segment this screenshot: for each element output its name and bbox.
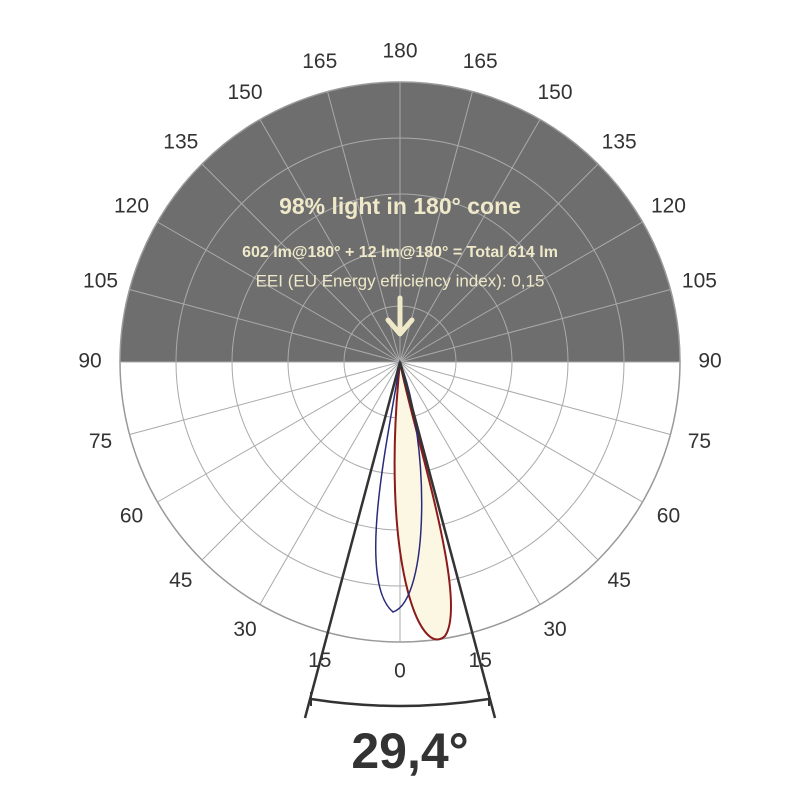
- angle-label: 135: [602, 130, 637, 153]
- angle-label: 75: [688, 430, 711, 453]
- beam-edge-left: [303, 361, 402, 719]
- beam-arc: [310, 697, 490, 708]
- angle-label: 30: [233, 618, 256, 641]
- grid-spoke: [399, 91, 473, 363]
- c0-curve: [393, 361, 453, 641]
- eei: EEI (EU Energy efficiency index): 0,15: [256, 271, 545, 290]
- angle-label: 165: [302, 50, 337, 73]
- grid-spoke: [201, 361, 401, 561]
- angle-label: 15: [469, 649, 492, 672]
- grid-spoke: [129, 361, 401, 435]
- arrow: [385, 295, 415, 337]
- beam-angle: 29,4°: [351, 723, 468, 779]
- angle-label: 105: [83, 269, 118, 292]
- angle-label: 15: [308, 649, 331, 672]
- angle-label: 90: [698, 350, 721, 373]
- grid-spoke: [157, 221, 401, 363]
- grid-spoke: [399, 289, 671, 363]
- angle-label: 45: [608, 569, 631, 592]
- angle-label: 30: [543, 618, 566, 641]
- light-fill: [394, 362, 452, 640]
- summary: 602 lm@180° + 12 lm@180° = Total 614 lm: [242, 244, 558, 261]
- angle-label: 105: [682, 269, 717, 292]
- grid-spoke: [399, 163, 599, 363]
- beam-edge-right: [398, 361, 497, 719]
- angle-label: 60: [657, 505, 680, 528]
- grid-spoke: [129, 289, 401, 363]
- angle-label: 165: [463, 50, 498, 73]
- angle-label: 60: [120, 505, 143, 528]
- headline: 98% light in 180° cone: [279, 193, 521, 219]
- angle-label: 150: [227, 81, 262, 104]
- angle-label: 45: [169, 569, 192, 592]
- c90-curve: [374, 359, 423, 613]
- angle-label: 0: [394, 660, 406, 683]
- angle-label: 120: [114, 195, 149, 218]
- grid-spoke: [399, 361, 541, 605]
- grid-spoke: [399, 361, 599, 561]
- angle-label: 90: [78, 350, 101, 373]
- angle-label: 75: [89, 430, 112, 453]
- grid-spoke: [399, 361, 643, 503]
- angle-label: 180: [382, 40, 417, 63]
- angle-label: 150: [537, 81, 572, 104]
- grid-spoke: [399, 221, 643, 363]
- grid-spoke: [157, 361, 401, 503]
- grid-spoke: [201, 163, 401, 363]
- grid: [120, 82, 680, 642]
- grid-spoke: [399, 119, 541, 363]
- grid-spoke: [399, 361, 671, 435]
- angle-label: 135: [163, 130, 198, 153]
- angle-labels: 0 15 15 30 30 45 45 60 60 75 75 90 90 105 105 120 120 135…: [78, 40, 721, 683]
- angle-label: 120: [651, 195, 686, 218]
- grid-spoke: [327, 91, 401, 363]
- grid-spoke: [259, 361, 401, 605]
- grid-spoke: [259, 119, 401, 363]
